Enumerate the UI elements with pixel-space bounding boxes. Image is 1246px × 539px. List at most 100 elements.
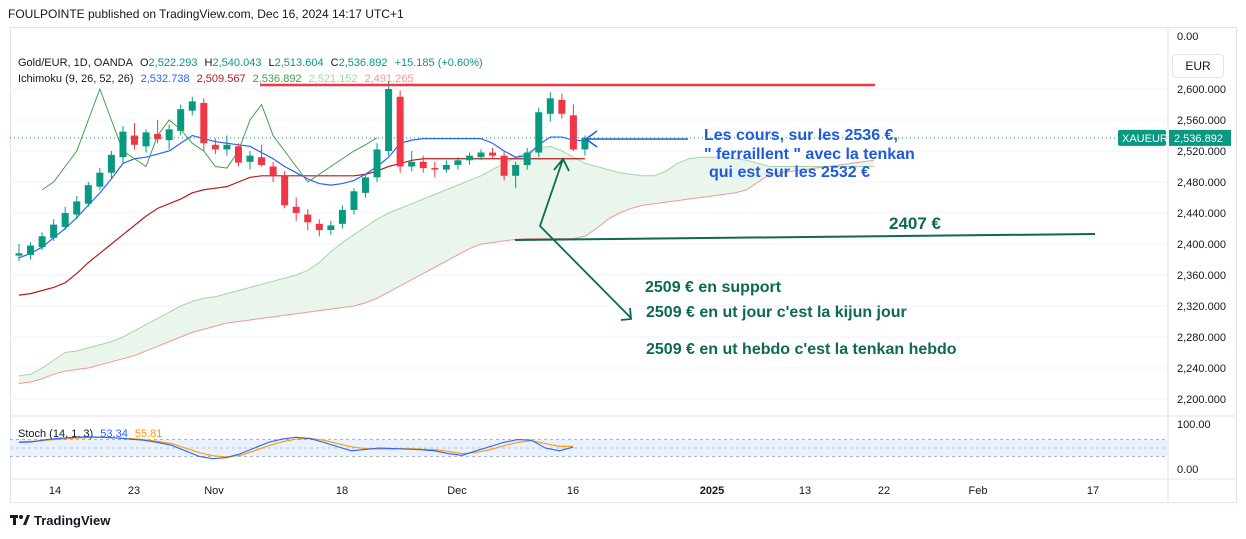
- ichimoku-label[interactable]: Ichimoku (9, 26, 52, 26): [18, 73, 134, 85]
- candle: [142, 129, 150, 153]
- stoch-k-value: 53.34: [100, 428, 128, 440]
- symbol-tag-text: XAUEUR: [1122, 133, 1168, 145]
- legend-ichimoku: Ichimoku (9, 26, 52, 26) 2,532.738 2,509…: [18, 73, 418, 85]
- stoch-pane: 100.00 0.00: [10, 419, 1211, 476]
- price-axis[interactable]: 0.00 2,600.000 2,560.000 2,520.000 2,480.000…: [10, 31, 1231, 406]
- tradingview-logo-icon: [10, 514, 30, 525]
- legend-symbol[interactable]: Gold/EUR, 1D, OANDA: [18, 57, 133, 69]
- candle: [535, 107, 543, 158]
- candle-body: [396, 96, 404, 167]
- candle: [431, 161, 439, 178]
- time-tick-label: Feb: [969, 485, 988, 497]
- support-2407-line: [514, 233, 1096, 241]
- kijun-arrow-path: [538, 158, 632, 319]
- price-tick-label: 2,480.000: [1177, 177, 1226, 189]
- candle: [523, 147, 531, 170]
- legend-l: 2,513.604: [274, 57, 324, 69]
- price-arrow-head: [584, 130, 598, 148]
- senkou-span-a-line: [18, 145, 874, 377]
- time-tick-label: 17: [1087, 485, 1099, 497]
- ichimoku-chikou-value: 2,536.892: [252, 73, 302, 85]
- ichimoku-cloud: [18, 145, 874, 384]
- candle: [50, 219, 58, 241]
- candle: [73, 195, 81, 220]
- time-tick-label: Nov: [204, 485, 224, 497]
- chikou-line: [41, 87, 378, 191]
- candle-body: [154, 133, 162, 140]
- kijun-arrow-head-up: [553, 157, 570, 172]
- brand-name: TradingView: [34, 513, 111, 528]
- candle: [304, 209, 312, 231]
- candle-body: [431, 168, 439, 170]
- candle: [96, 168, 104, 190]
- stoch-tick-label: 0.00: [1177, 464, 1198, 476]
- legend-ohlc: Gold/EUR, 1D, OANDA O2,522.293 H2,540.04…: [18, 57, 487, 69]
- candle: [396, 90, 404, 173]
- candle: [442, 160, 450, 173]
- candle: [223, 135, 231, 156]
- annotation-text: " ferraillent " avec la tenkan: [704, 146, 915, 163]
- price-tick-label: 2,440.000: [1177, 208, 1226, 220]
- price-tick-label: 2,600.000: [1177, 84, 1226, 96]
- stoch-tick-label: 100.00: [1177, 419, 1211, 431]
- candle-body: [327, 225, 335, 231]
- ichimoku-lines: [18, 87, 585, 296]
- ichimoku-spanb-value: 2,491.265: [364, 73, 414, 85]
- legend-h-label: H: [204, 57, 213, 69]
- ichimoku-kijun-value: 2,509.567: [196, 73, 246, 85]
- candle-body: [142, 132, 150, 147]
- time-axis[interactable]: 14 23 Nov 18 Dec 16 2025 13 22 Feb 17: [49, 485, 1099, 497]
- candle-body: [465, 155, 473, 161]
- candle: [362, 174, 369, 198]
- legend-c: 2,536.892: [338, 57, 388, 69]
- publish-header: FOULPOINTE published on TradingView.com,…: [8, 7, 404, 21]
- candle: [477, 149, 485, 161]
- ichimoku-tenkan-value: 2,532.738: [140, 73, 190, 85]
- candle-body: [512, 164, 520, 176]
- tradingview-logo[interactable]: TradingView: [10, 513, 110, 528]
- candle-body: [234, 146, 242, 163]
- candle: [350, 188, 358, 215]
- candle-body: [523, 152, 531, 165]
- candle: [38, 232, 46, 251]
- time-tick-label: 18: [336, 485, 348, 497]
- candle: [107, 151, 115, 179]
- time-tick-label: 23: [128, 485, 140, 497]
- candle-body: [500, 155, 508, 176]
- candle: [234, 143, 242, 167]
- candle: [246, 151, 254, 170]
- annotation-text: qui est sur les 2532 €: [709, 164, 870, 181]
- senkou-span-b-line: [18, 159, 874, 384]
- candle: [569, 104, 577, 151]
- candle: [188, 96, 196, 116]
- candle-body: [489, 152, 497, 156]
- price-tick-label: 2,520.000: [1177, 146, 1226, 158]
- candle-body: [292, 206, 300, 213]
- time-tick-label: 2025: [700, 485, 724, 497]
- time-tick-label: 16: [567, 485, 579, 497]
- currency-button[interactable]: EUR: [1172, 54, 1224, 78]
- legend-o: 2,522.293: [148, 57, 198, 69]
- candle-body: [281, 175, 289, 206]
- legend-l-label: L: [268, 57, 275, 69]
- candle: [211, 138, 219, 155]
- candle: [558, 93, 566, 119]
- candle-body: [177, 109, 185, 131]
- candle: [546, 92, 554, 122]
- tenkan-line: [18, 134, 585, 259]
- candle: [269, 161, 277, 182]
- candle-body: [419, 161, 427, 169]
- candle-body: [269, 166, 277, 176]
- candle: [84, 182, 92, 207]
- candle-body: [61, 213, 69, 227]
- candle: [131, 123, 138, 150]
- candle: [200, 98, 208, 151]
- legend-o-label: O: [139, 57, 149, 69]
- candle-body: [211, 144, 219, 150]
- candle-body: [315, 223, 323, 231]
- annotation-text: 2509 € en ut hebdo c'est la tenkan hebdo: [646, 341, 957, 358]
- ichimoku-spana-value: 2,521.152: [308, 73, 358, 85]
- price-tick-top: 0.00: [1177, 31, 1198, 43]
- candle-body: [454, 160, 462, 165]
